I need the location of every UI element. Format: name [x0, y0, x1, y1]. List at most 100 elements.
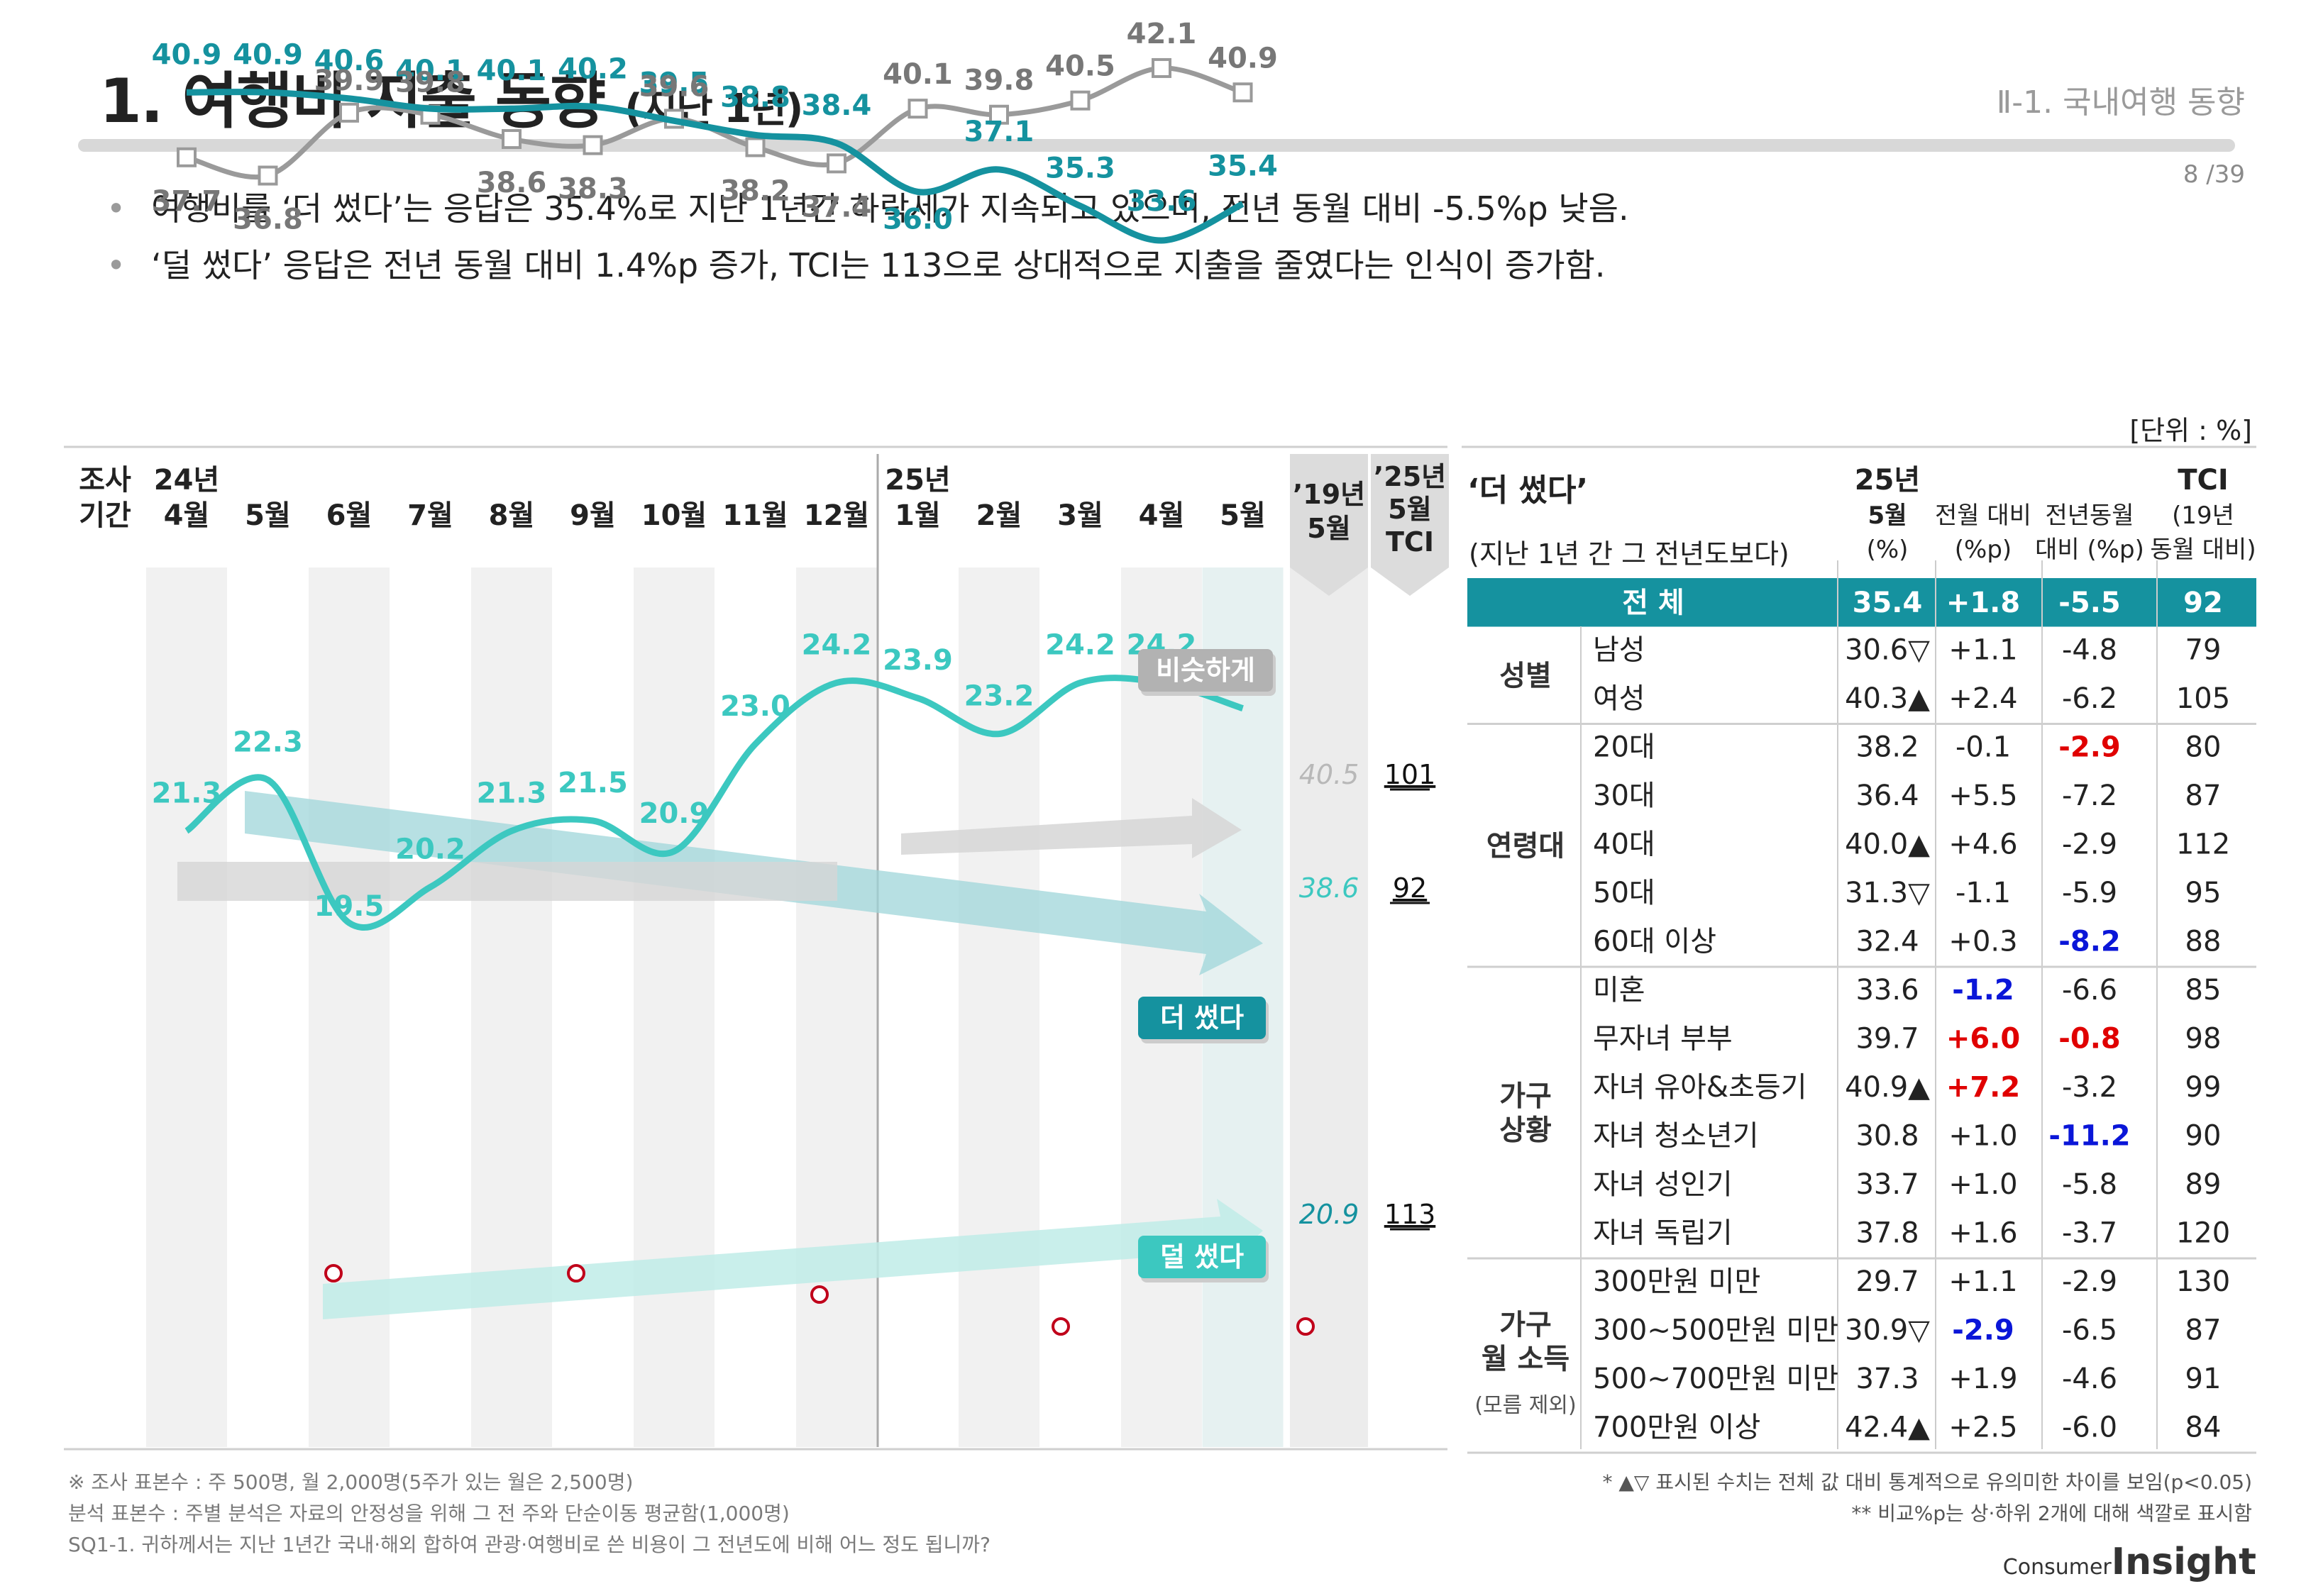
- tci-value: 92: [1393, 872, 1427, 904]
- category-label: 4월: [1139, 499, 1185, 532]
- table-cell: -0.8: [2058, 1023, 2120, 1055]
- table-cell: 39.7: [1855, 1023, 1919, 1055]
- table-cell: 30.9▽: [1845, 1314, 1930, 1347]
- significance-marker: [324, 1264, 343, 1282]
- similar-value-label: 36.8: [233, 204, 303, 236]
- table-cell: -6.6: [2062, 974, 2117, 1007]
- similar-point: [827, 153, 846, 174]
- table-column-header: TCI: [2178, 464, 2229, 497]
- category-label: 2월: [976, 499, 1022, 532]
- similar-point: [583, 135, 603, 155]
- table-row-label: 20대: [1593, 731, 1655, 764]
- less-value-label: 21.3: [477, 777, 547, 809]
- table-cell: -0.1: [1955, 731, 2011, 764]
- table-group-label: 가구: [1499, 1309, 1552, 1341]
- table-row-label: 자녀 유아&초등기: [1593, 1071, 1807, 1104]
- table-cell: -5.8: [2062, 1168, 2117, 1201]
- table-row-label: 남성: [1593, 634, 1645, 667]
- similar-point: [745, 137, 766, 157]
- legend-similar-text: 비슷하게: [1156, 655, 1255, 686]
- table-column-header: 전년동월: [2045, 501, 2134, 530]
- less-value-label: 21.5: [558, 767, 628, 799]
- table-group-label: 가구: [1499, 1080, 1552, 1113]
- similar-value-label: 37.7: [152, 185, 222, 218]
- footnote-analysis: 분석 표본수 : 주별 분석은 자료의 안정성을 위해 그 전 주와 단순이동 …: [68, 1502, 790, 1525]
- ref-column-shade: [1290, 567, 1368, 1447]
- table-cell: -4.6: [2062, 1363, 2117, 1395]
- chart-background: [64, 445, 1449, 1451]
- similar-value-label: 38.6: [477, 167, 547, 199]
- legend-similar-box: [1138, 649, 1273, 692]
- table-cell: 87: [2185, 780, 2222, 812]
- table-group-label: 월 소득: [1482, 1343, 1569, 1375]
- category-label: 5월: [245, 499, 291, 532]
- axis-label-line2: 기간: [79, 499, 131, 532]
- table-column-header: 전월 대비: [1935, 501, 2031, 530]
- total-row-value: 92: [2183, 587, 2223, 619]
- similar-value-label: 37.4: [802, 191, 872, 223]
- bullet-1: • 여행비를 ‘더 썼다’는 응답은 35.4%로 지난 1년간 하락세가 지속되…: [106, 189, 1629, 228]
- table-cell: +0.3: [1948, 926, 2017, 958]
- similar-point: [339, 102, 359, 123]
- table-cell: -1.2: [1952, 974, 2014, 1007]
- table-cell: 99: [2185, 1071, 2222, 1104]
- table-cell: 31.3▽: [1845, 877, 1930, 909]
- table-cell: +1.1: [1948, 634, 2017, 667]
- table-row-label: 여성: [1593, 682, 1645, 715]
- column-shade: [796, 567, 877, 1447]
- similar-point: [502, 129, 522, 150]
- legend-less-text: 덜 썼다: [1160, 1241, 1244, 1273]
- table-cell: -1.1: [1955, 877, 2011, 909]
- table-row-label: 40대: [1593, 829, 1655, 861]
- footnotes-right: * ▲▽ 표시된 수치는 전체 값 대비 통계적으로 유의미한 차이를 보임(p…: [1603, 1467, 2253, 1529]
- table-cell: 87: [2185, 1314, 2222, 1347]
- category-label: 12월: [804, 499, 869, 532]
- section-label: Ⅱ-1. 국내여행 동향: [1996, 84, 2245, 121]
- category-label: 6월: [326, 499, 373, 532]
- ref-value: 40.5: [1299, 759, 1359, 790]
- tci-column-label: TCI: [1386, 526, 1434, 558]
- table-cell: -2.9: [2058, 731, 2120, 764]
- table-cell: 33.7: [1855, 1168, 1919, 1201]
- table-cell: -8.2: [2058, 926, 2120, 958]
- table-title: ‘더 썼다’: [1467, 472, 1589, 509]
- table-group-label: 연령대: [1486, 830, 1565, 863]
- ref-column-label: 5월: [1307, 513, 1350, 544]
- table-cell: 32.4: [1855, 926, 1919, 958]
- table-cell: 40.9▲: [1845, 1071, 1930, 1104]
- similar-point: [907, 99, 928, 119]
- table-cell: 37.8: [1855, 1217, 1919, 1250]
- more-value-label: 40.6: [314, 45, 385, 77]
- tci-value: 101: [1384, 759, 1436, 790]
- legend-less-box: [1138, 1236, 1266, 1278]
- footnote-sample: ※ 조사 표본수 : 주 500명, 월 2,000명(5주가 있는 월은 2,…: [68, 1470, 634, 1494]
- table-cell: 98: [2185, 1023, 2222, 1055]
- table-cell: 29.7: [1855, 1265, 1919, 1298]
- page-title: 1. 여행비 지출 동향 (지난 1년): [99, 51, 803, 140]
- column-shade: [471, 567, 552, 1447]
- table-cell: +5.5: [1948, 780, 2017, 812]
- ref-value: 38.6: [1299, 872, 1359, 904]
- table-cell: 85: [2185, 974, 2222, 1007]
- similar-value-label: 40.5: [1045, 50, 1115, 83]
- similar-point: [989, 104, 1009, 125]
- table-row-label: 무자녀 부부: [1593, 1023, 1733, 1055]
- table-group-label: 상황: [1499, 1114, 1552, 1147]
- legend-more-text: 더 썼다: [1160, 1002, 1244, 1033]
- similar-value-label: 39.9: [314, 65, 385, 97]
- table-column-header: (19년: [2172, 501, 2234, 530]
- similar-value-label: 40.1: [883, 58, 953, 91]
- similar-trend-arrow-1: [177, 862, 837, 901]
- table-cell: 40.0▲: [1845, 829, 1930, 861]
- table-cell: -3.2: [2062, 1071, 2117, 1104]
- table-row-label: 50대: [1593, 877, 1655, 909]
- more-value-label: 39.5: [639, 67, 710, 99]
- tci-column-label: 5월: [1388, 494, 1431, 525]
- category-label: 3월: [1057, 499, 1103, 532]
- total-row-label: 전 체: [1622, 587, 1684, 619]
- similar-point: [177, 147, 197, 167]
- table-cell: +2.5: [1948, 1412, 2017, 1444]
- category-label: 5월: [1220, 499, 1266, 532]
- table-cell: 37.3: [1855, 1363, 1919, 1395]
- total-row-value: 35.4: [1853, 587, 1923, 619]
